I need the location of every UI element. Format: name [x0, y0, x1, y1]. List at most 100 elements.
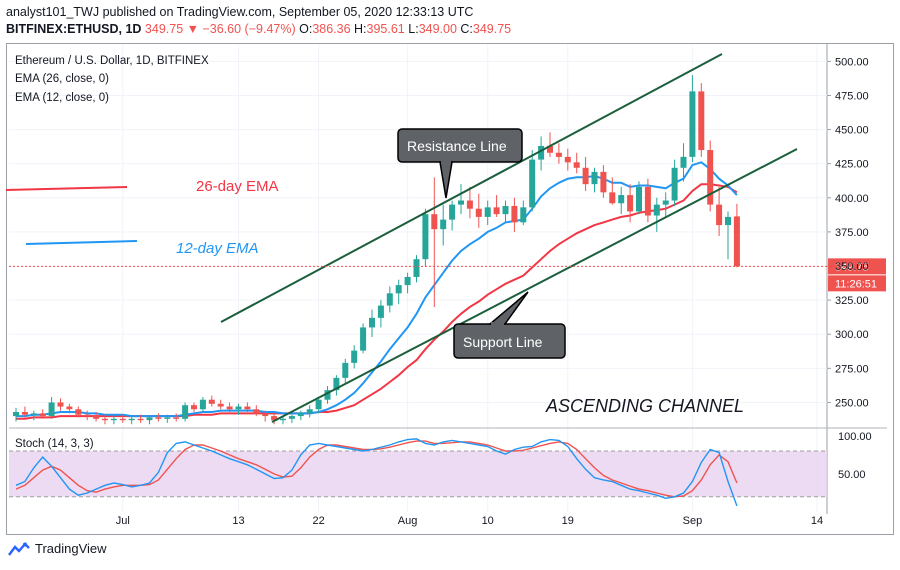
candle	[369, 309, 375, 337]
candle	[155, 413, 162, 422]
candle	[493, 195, 500, 217]
candle	[458, 184, 464, 215]
y-tick-label: 325.00	[835, 295, 869, 307]
stoch-tick-label: 50.00	[838, 469, 866, 481]
candle-body	[84, 414, 91, 417]
price-change: −36.60 (−9.47%)	[202, 22, 296, 36]
candle	[333, 375, 340, 396]
candle	[84, 410, 91, 421]
x-tick-label: 10	[482, 515, 494, 527]
stoch-k-line	[15, 438, 738, 507]
candle-body	[466, 200, 473, 209]
candle-body	[137, 418, 144, 421]
candle	[262, 410, 269, 422]
candle	[377, 300, 384, 328]
candle-body	[395, 285, 402, 294]
x-tick-label: Aug	[398, 515, 418, 527]
tradingview-logo[interactable]: TradingView	[8, 541, 107, 556]
candle-body	[404, 276, 411, 286]
resistance-callout	[397, 128, 523, 199]
candle-body	[680, 156, 687, 168]
candle-body	[39, 413, 46, 417]
candle	[39, 409, 46, 419]
candle	[395, 279, 402, 305]
chart-frame	[6, 43, 894, 535]
candle-body	[199, 399, 206, 410]
candle	[609, 177, 616, 205]
candle-body	[253, 409, 260, 414]
x-tick-label: 22	[312, 515, 324, 527]
candle	[253, 405, 260, 417]
candle-body	[636, 186, 642, 212]
candle	[600, 165, 607, 198]
candle-body	[182, 405, 189, 419]
candle	[636, 181, 642, 215]
resistance-channel-line[interactable]	[220, 53, 723, 323]
candle-body	[573, 162, 580, 168]
candle-body	[449, 204, 456, 220]
symbol-ohlc-line: BITFINEX:ETHUSD, 1D 349.75 ▼ −36.60 (−9.…	[6, 22, 511, 36]
candle	[502, 200, 509, 223]
candle	[582, 156, 589, 191]
candle	[182, 402, 189, 422]
candle-body	[13, 411, 19, 417]
candle-body	[146, 417, 153, 421]
candle-body	[66, 406, 73, 410]
candle	[671, 159, 678, 206]
candle-body	[333, 377, 340, 391]
candle-body	[547, 145, 553, 153]
y-tick-label: 400.00	[835, 193, 869, 205]
candle-body	[324, 390, 331, 400]
candle	[555, 143, 562, 164]
candle-body	[271, 416, 278, 421]
candle	[591, 167, 598, 193]
candle-body	[217, 403, 224, 407]
candle	[680, 143, 687, 182]
candle-body	[377, 305, 384, 318]
stoch-d-line	[15, 440, 738, 498]
low-value: 349.00	[418, 22, 457, 36]
candle	[191, 402, 197, 412]
candle	[484, 200, 491, 226]
candle	[511, 197, 518, 232]
candle	[716, 186, 723, 236]
candle-body	[297, 413, 304, 417]
candle	[128, 416, 135, 425]
candle	[66, 403, 73, 414]
high-value: 395.61	[366, 22, 405, 36]
candle-body	[360, 327, 367, 351]
ema12-legend-line	[25, 240, 138, 245]
y-tick-label: 450.00	[835, 125, 869, 137]
candle-body	[422, 214, 429, 260]
candle-body	[431, 214, 438, 230]
candle-body	[502, 205, 509, 215]
candle	[93, 411, 100, 422]
candle-body	[725, 216, 731, 226]
candle-body	[698, 91, 705, 151]
legend-ema26: EMA (26, close, 0)	[15, 73, 109, 85]
candle-body	[644, 186, 651, 216]
candle	[662, 192, 669, 219]
candle	[208, 395, 215, 407]
candle	[564, 148, 571, 171]
candle-body	[280, 418, 286, 421]
candle	[30, 410, 37, 421]
tradingview-logo-icon	[8, 541, 30, 556]
candle-body	[306, 409, 313, 414]
candle	[288, 414, 295, 423]
candle-body	[208, 399, 215, 404]
support-channel-line[interactable]	[271, 148, 798, 423]
candle	[449, 200, 456, 231]
x-tick-label: Sep	[683, 515, 703, 527]
candle	[102, 414, 108, 425]
svg-text:349.75: 349.75	[835, 261, 869, 273]
candle	[627, 184, 634, 223]
candle	[573, 152, 580, 174]
candle	[244, 402, 251, 412]
close-value: 349.75	[472, 22, 512, 36]
candle-body	[600, 171, 607, 193]
ema26-legend-line	[5, 186, 128, 191]
candle-body	[627, 195, 634, 212]
candle-body	[609, 192, 616, 204]
